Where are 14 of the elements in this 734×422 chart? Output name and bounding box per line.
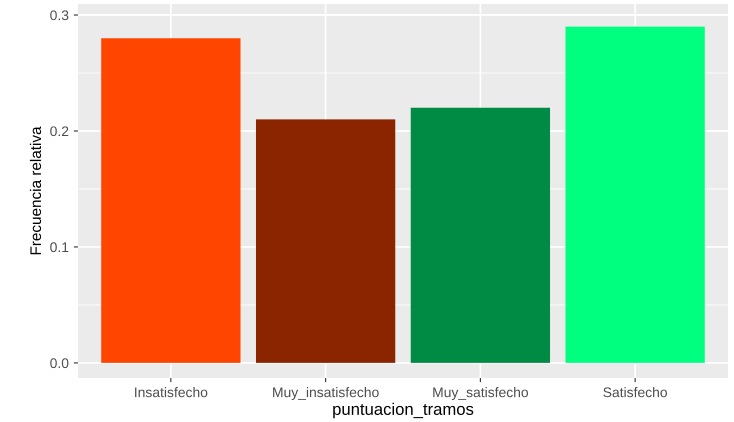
x-tick-label: Muy_satisfecho — [433, 387, 528, 400]
y-tick-label: 0.2 — [50, 126, 68, 136]
bar — [566, 26, 705, 363]
y-tick-label: 0.1 — [50, 242, 68, 252]
x-tick-label: Insatisfecho — [135, 387, 208, 398]
bar — [256, 119, 396, 363]
y-tick-label: 0.0 — [50, 358, 68, 368]
x-axis-title: puntuacion_tramos — [333, 402, 474, 418]
x-tick-label: Satisfecho — [603, 387, 667, 398]
bar — [410, 108, 550, 363]
y-tick-label: 0.3 — [50, 10, 68, 20]
x-tick-label: Muy_insatisfecho — [273, 387, 379, 400]
bar — [101, 38, 240, 363]
y-axis-title: Frecuencia relativa — [30, 126, 42, 254]
